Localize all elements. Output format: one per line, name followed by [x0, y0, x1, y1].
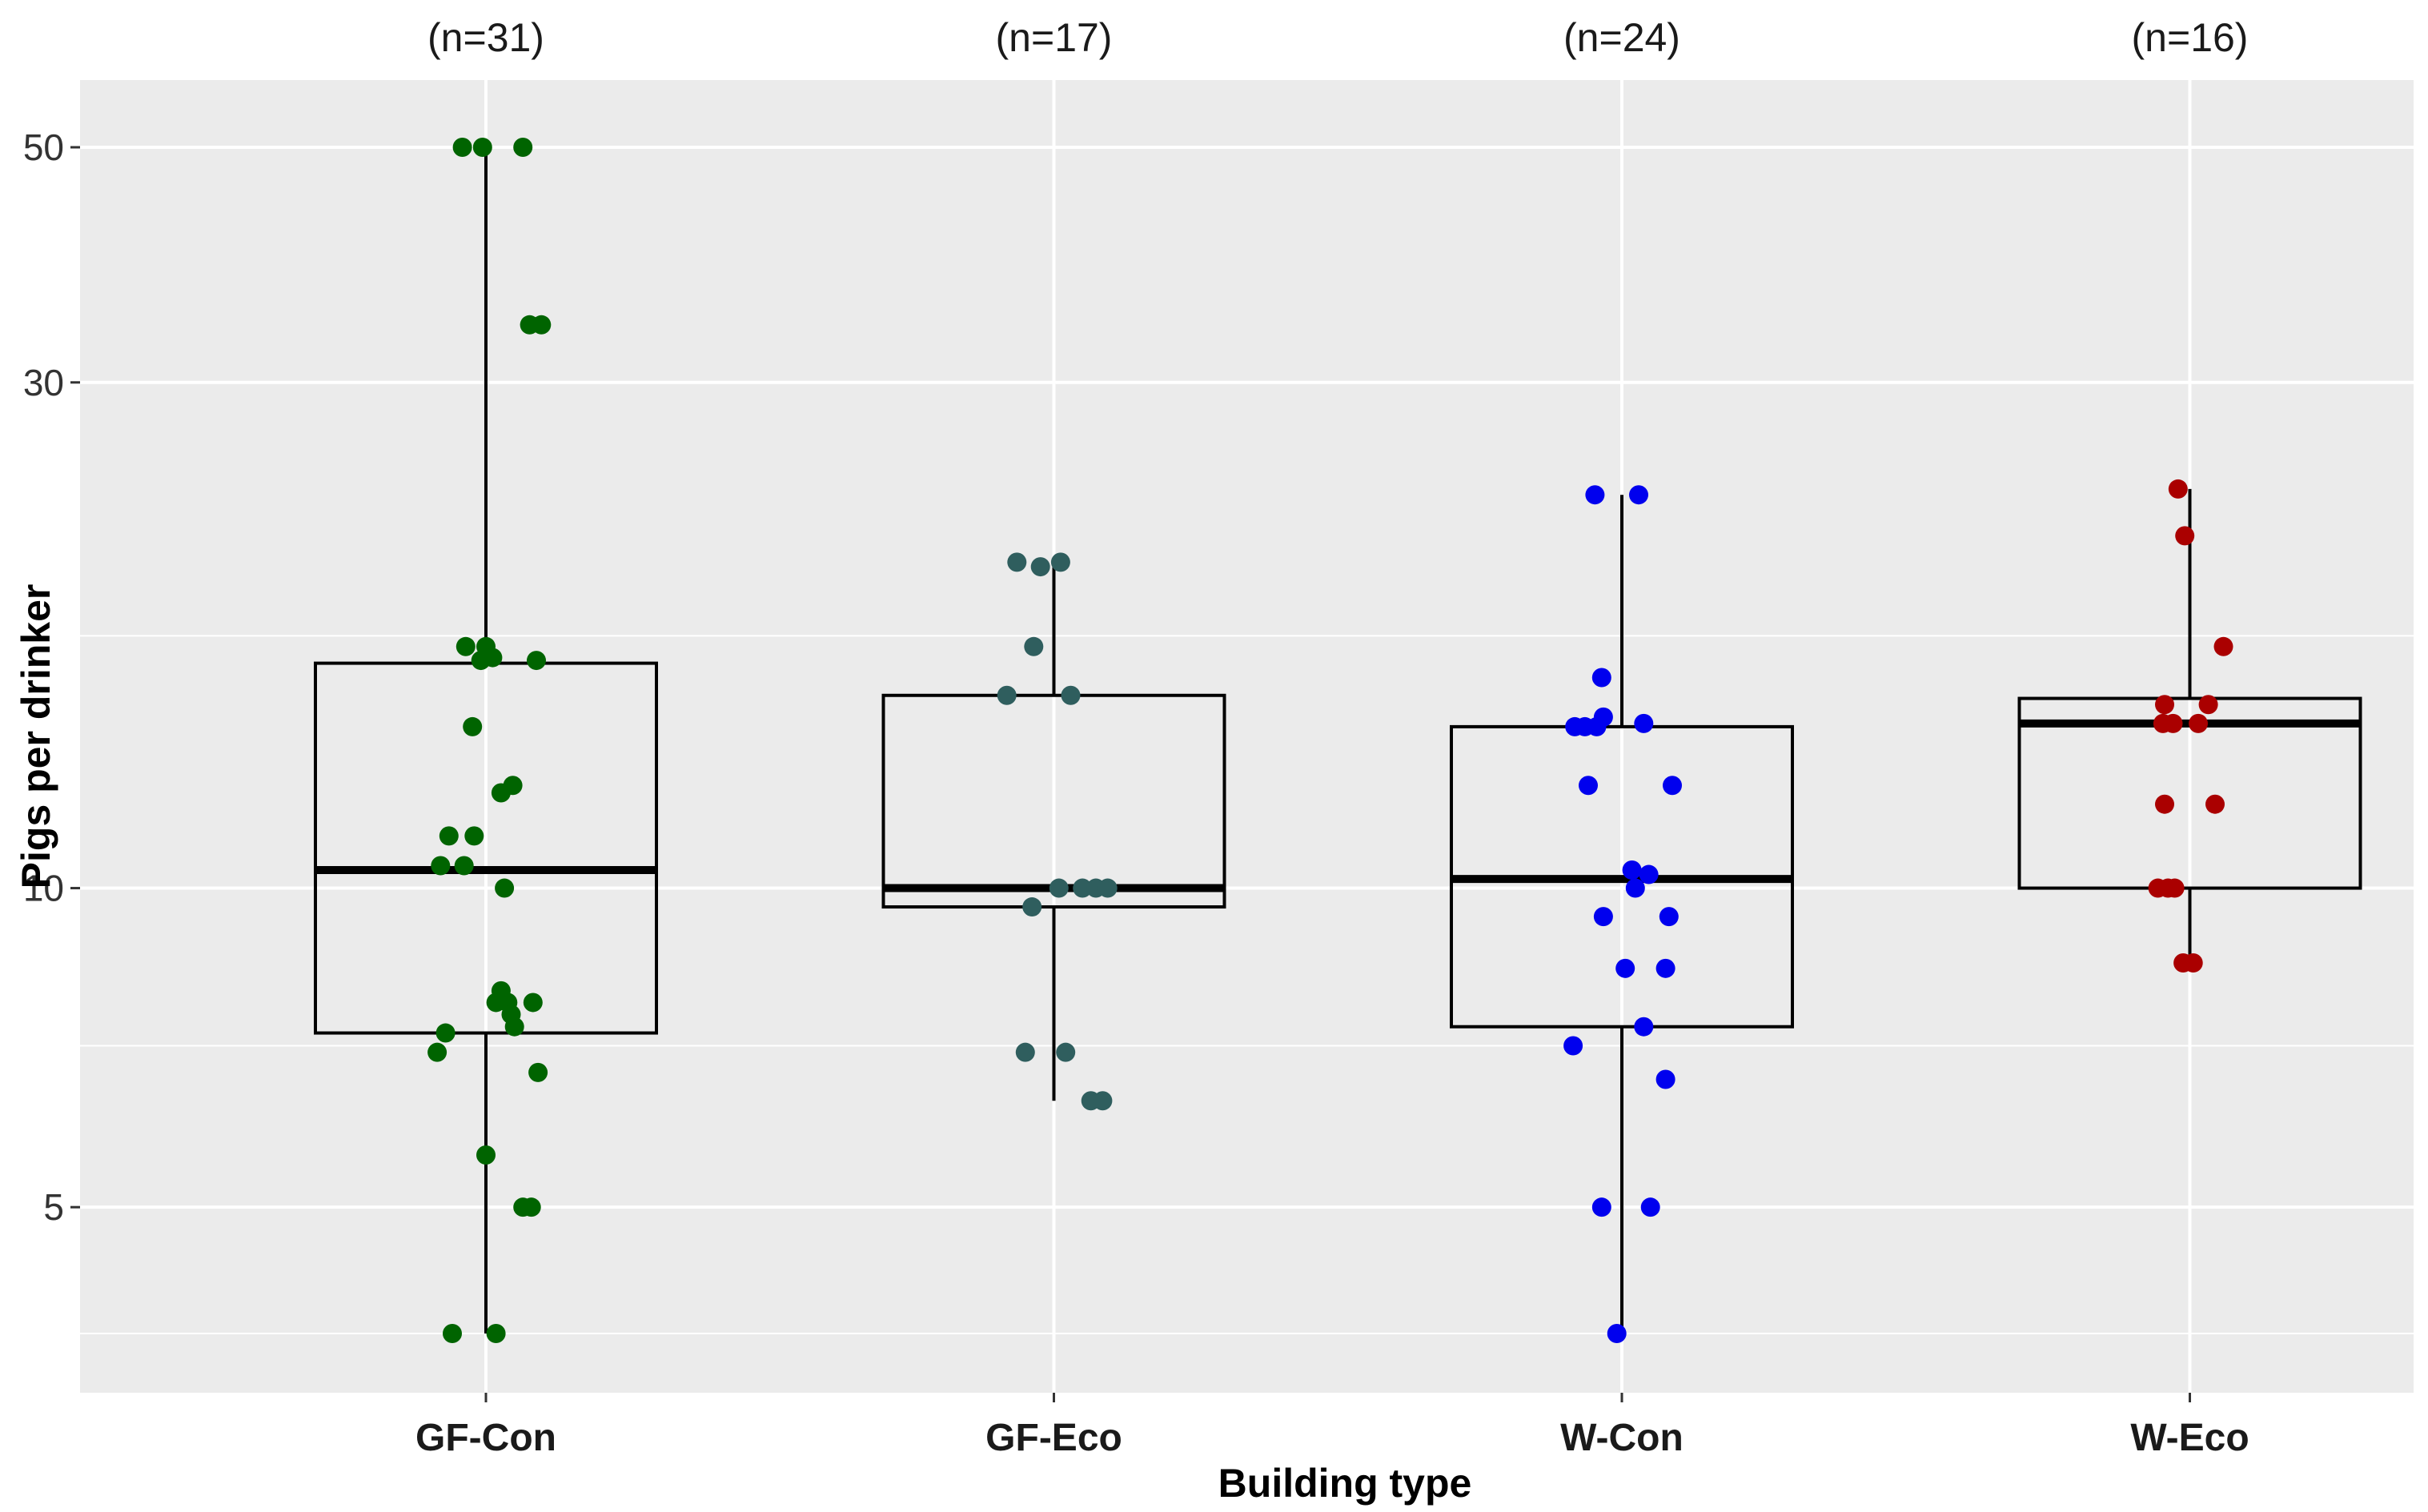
data-point: [1655, 958, 1676, 978]
data-point: [452, 138, 472, 157]
data-point: [527, 651, 546, 671]
data-point: [1634, 713, 1654, 733]
data-point: [2168, 479, 2188, 499]
data-point: [2165, 878, 2185, 898]
data-point: [1639, 864, 1659, 884]
data-point: [1579, 776, 1598, 796]
x-axis-title: Building type: [1218, 1461, 1472, 1506]
y-axis-ticks: 5 10 30 50: [23, 126, 2191, 1402]
data-point: [2213, 636, 2233, 656]
data-point: [523, 993, 543, 1013]
data-point: [2155, 695, 2174, 715]
data-point: [1024, 636, 1044, 656]
sample-size-label: (n=17): [996, 15, 1113, 60]
data-point: [1073, 878, 1093, 898]
data-point: [443, 1324, 462, 1343]
data-point: [2183, 953, 2203, 973]
data-point: [528, 1062, 548, 1082]
data-point: [2175, 526, 2195, 546]
data-point: [1030, 557, 1050, 577]
y-tick-label: 5: [43, 1186, 64, 1228]
data-point: [1056, 1042, 1076, 1062]
data-point: [495, 878, 515, 898]
data-point: [1640, 1197, 1660, 1217]
data-point: [521, 1197, 541, 1217]
data-point: [1015, 1042, 1035, 1062]
box-iqr: [2017, 696, 2362, 890]
data-point: [1098, 878, 1118, 898]
category-label: GF-Con: [415, 1417, 556, 1459]
data-point: [1061, 685, 1081, 705]
sample-size-labels: (n=31) (n=17) (n=24) (n=16): [427, 15, 2248, 60]
data-point: [427, 1042, 447, 1062]
y-tick-label: 30: [23, 362, 64, 403]
category-label: W-Eco: [2130, 1417, 2249, 1459]
data-point: [503, 776, 523, 796]
data-points: [427, 138, 2233, 1343]
data-point: [1663, 776, 1682, 796]
data-point: [2198, 695, 2218, 715]
data-point: [1591, 1197, 1611, 1217]
data-point: [435, 1023, 456, 1043]
data-point: [454, 856, 474, 876]
data-point: [439, 826, 459, 846]
data-point: [1593, 707, 1613, 727]
data-point: [513, 138, 533, 157]
data-point: [2205, 794, 2225, 814]
data-point: [2163, 713, 2183, 733]
data-point: [1655, 1069, 1676, 1089]
data-point: [1625, 878, 1645, 898]
data-point: [997, 685, 1017, 705]
category-label: W-Con: [1560, 1417, 1684, 1459]
box-iqr: [881, 693, 1226, 909]
data-point: [431, 856, 451, 876]
data-point: [1629, 485, 1648, 505]
data-point: [472, 138, 492, 157]
data-point: [2155, 794, 2174, 814]
whiskers: [484, 147, 2192, 1334]
data-point: [456, 636, 476, 656]
y-tick-label: 50: [23, 126, 64, 168]
y-tick-label: 10: [23, 868, 64, 909]
data-point: [1615, 958, 1635, 978]
data-point: [476, 1145, 496, 1165]
data-point: [1591, 668, 1611, 688]
data-point: [483, 648, 503, 668]
data-point: [1622, 860, 1642, 880]
data-point: [1634, 1017, 1654, 1037]
x-axis-labels: GF-Con GF-Eco W-Con W-Eco: [415, 1417, 2249, 1459]
data-point: [1593, 907, 1613, 927]
data-point: [1659, 907, 1679, 927]
y-axis-title: Pigs per drinker: [14, 584, 58, 889]
data-point: [1007, 552, 1027, 572]
data-point: [1022, 897, 1042, 917]
data-point: [1049, 878, 1069, 898]
data-point: [1607, 1324, 1627, 1343]
sample-size-label: (n=31): [427, 15, 544, 60]
data-point: [532, 315, 552, 335]
data-point: [1093, 1091, 1113, 1111]
data-point: [486, 1324, 506, 1343]
sample-size-label: (n=24): [1563, 15, 1680, 60]
panel-background: [80, 80, 2414, 1393]
data-point: [1563, 1036, 1583, 1056]
data-point: [1585, 485, 1605, 505]
category-label: GF-Eco: [985, 1417, 1122, 1459]
data-point: [463, 716, 483, 736]
sample-size-label: (n=16): [2132, 15, 2249, 60]
data-point: [464, 826, 484, 846]
data-point: [504, 1017, 524, 1037]
data-point: [2189, 713, 2208, 733]
data-point: [1050, 552, 1070, 572]
